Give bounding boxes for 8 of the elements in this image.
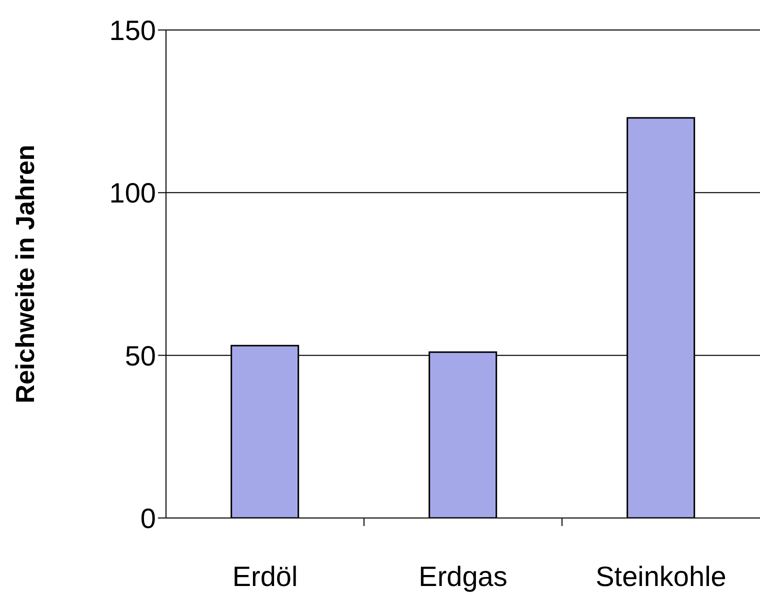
x-tick-label: Erdgas (418, 561, 508, 592)
x-tick-label: Erdöl (232, 561, 298, 592)
y-tick-label: 150 (109, 14, 156, 46)
y-tick-label: 0 (140, 502, 156, 534)
y-tick-label: 50 (124, 340, 156, 372)
x-tick-label: Steinkohle (596, 561, 726, 592)
y-axis-title: Reichweite in Jahren (10, 144, 40, 404)
y-tick-label: 100 (109, 178, 156, 209)
